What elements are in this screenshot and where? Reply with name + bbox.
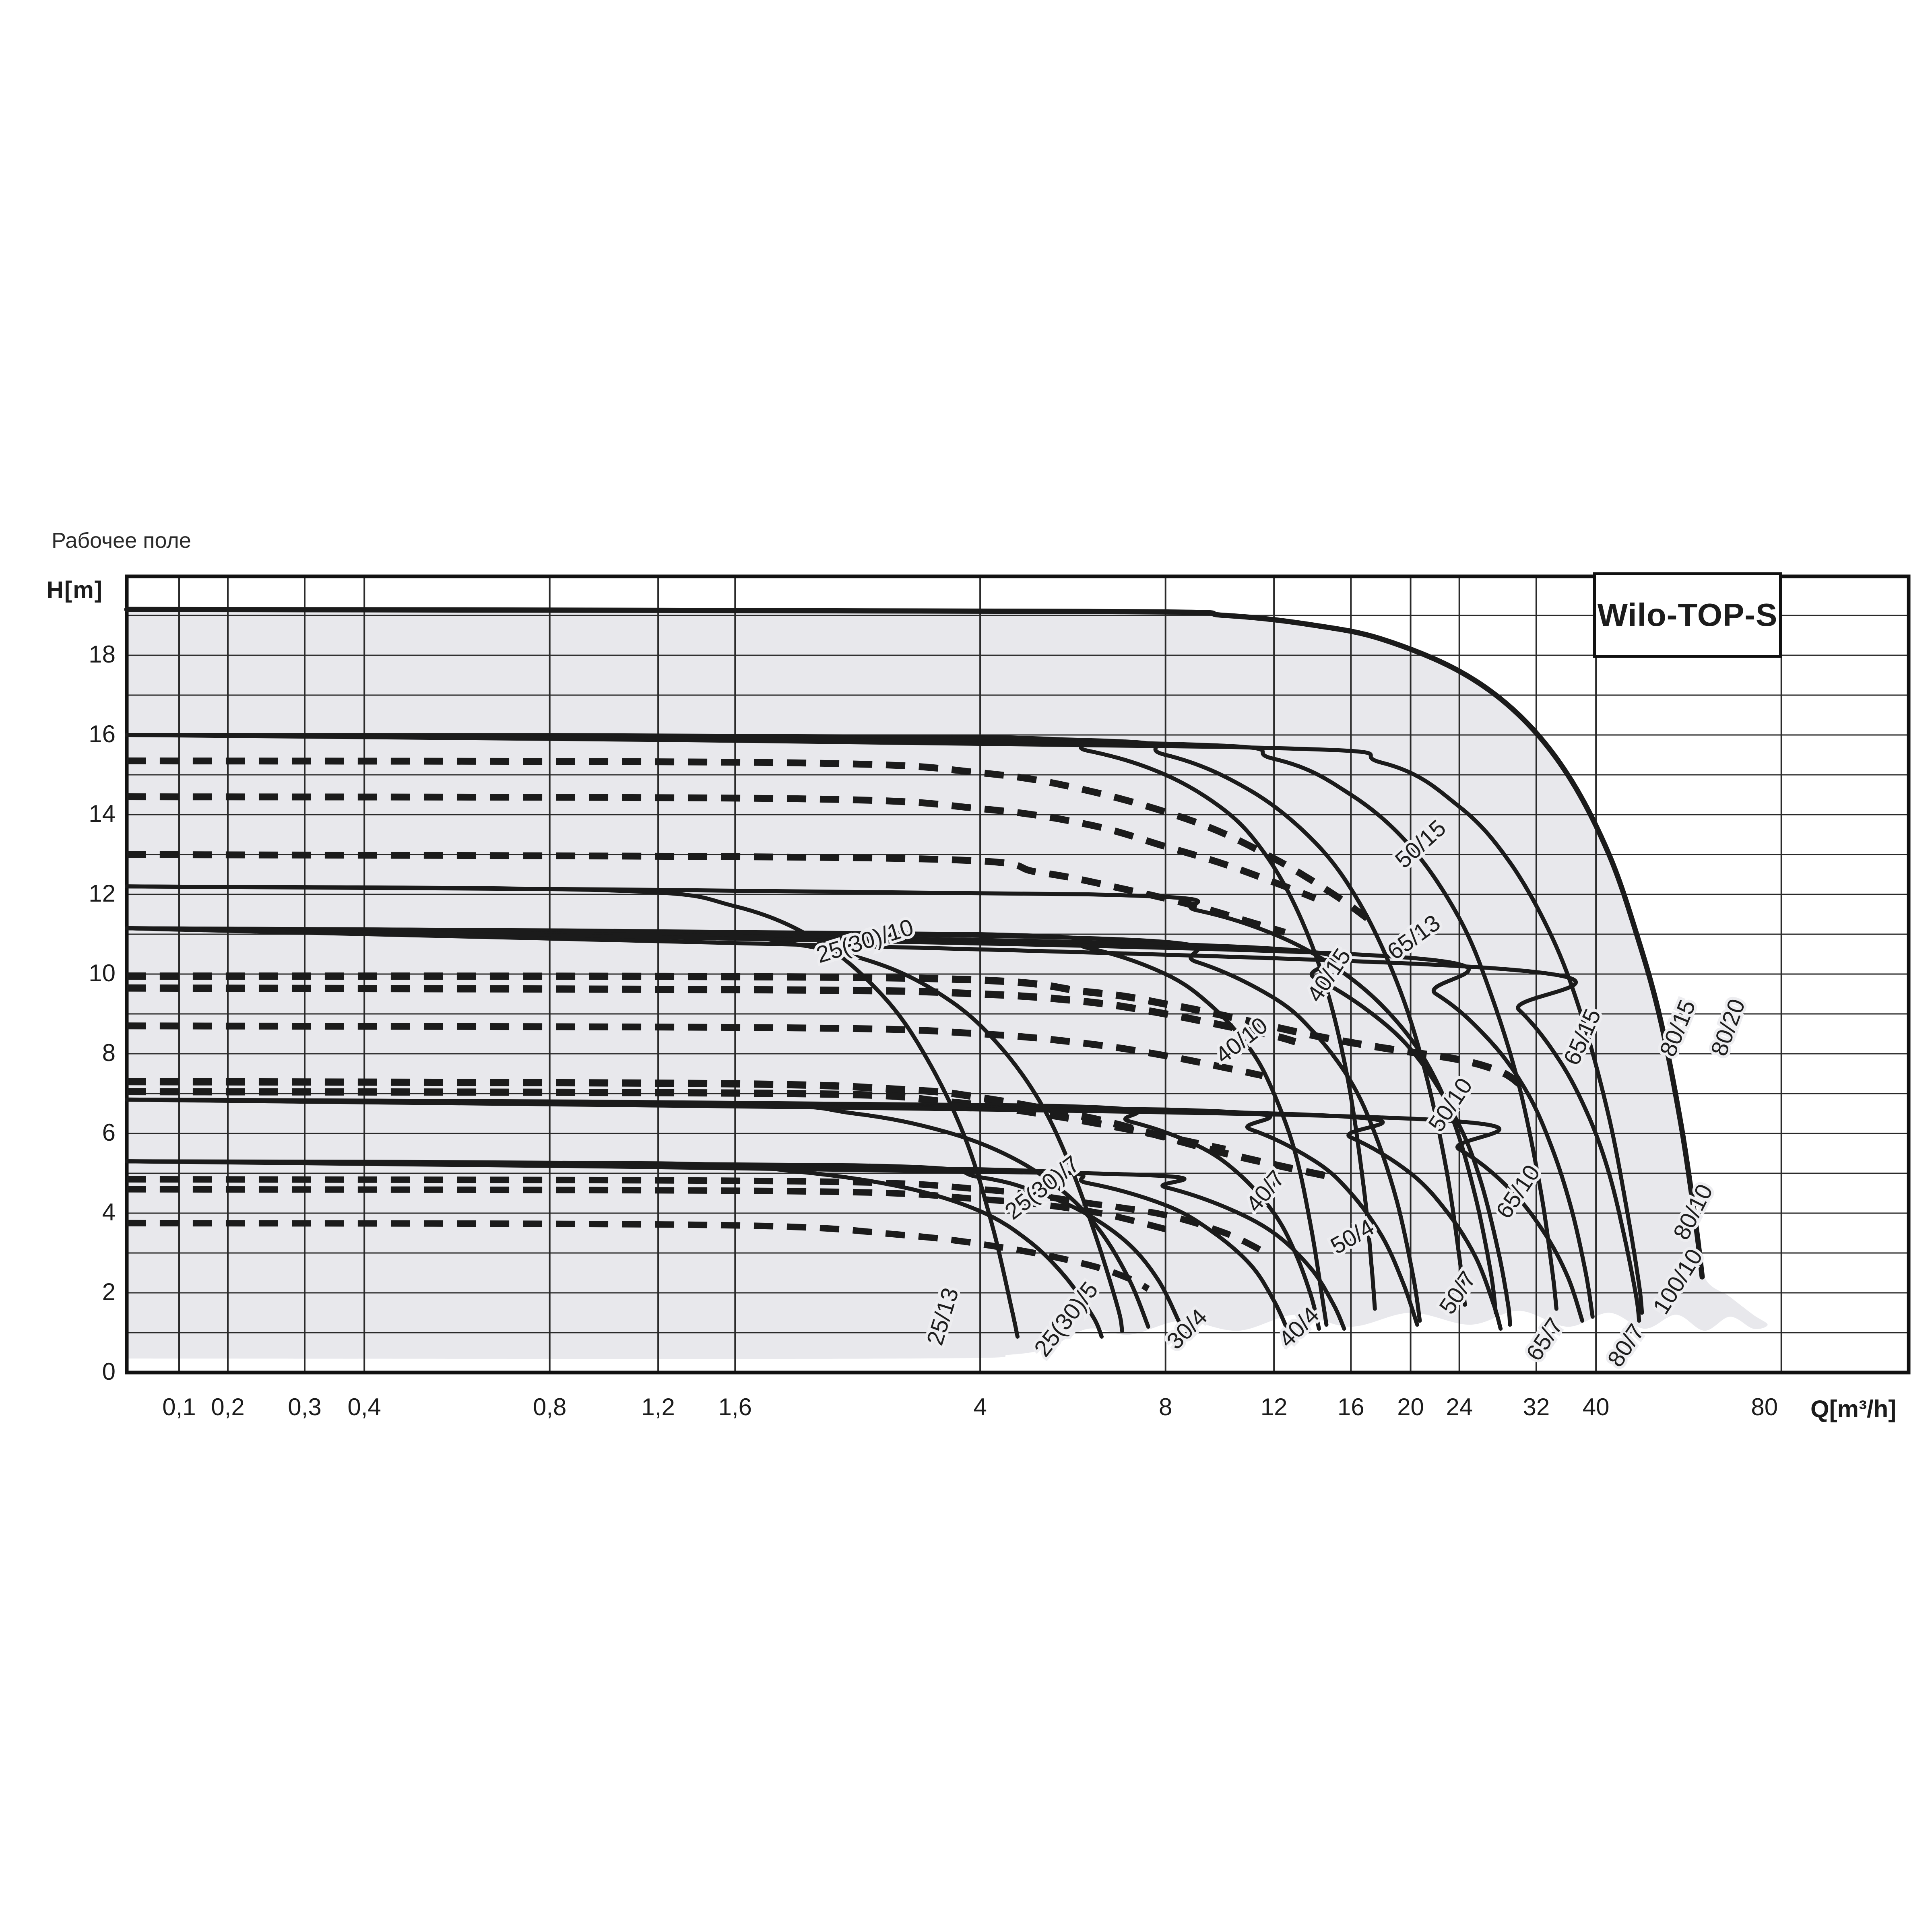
x-tick-1,6: 1,6: [718, 1393, 752, 1420]
y-tick-0: 0: [102, 1358, 116, 1385]
curve-dash-9.65: [126, 984, 1296, 1045]
y-tick-14: 14: [89, 800, 116, 827]
plot-border: [125, 574, 1911, 1375]
curve-dash-7.3: [126, 1078, 1335, 1181]
brand-label: Wilo-TOP-S: [1597, 597, 1778, 633]
x-tick-20: 20: [1397, 1393, 1424, 1420]
curve-80/7: [125, 1097, 1585, 1323]
curve-65/10: [125, 926, 1512, 1327]
y-tick-16: 16: [89, 720, 116, 747]
y-tick-12: 12: [89, 880, 116, 907]
curve-100/10: [125, 926, 1641, 1323]
y-tick-8: 8: [102, 1039, 116, 1066]
curve-50/4: [125, 1159, 1346, 1331]
x-tick-80: 80: [1751, 1393, 1778, 1420]
x-tick-32: 32: [1523, 1393, 1550, 1420]
page-title: Рабочее поле: [52, 528, 191, 553]
x-tick-4: 4: [973, 1393, 987, 1420]
curve-65/15: [125, 733, 1558, 1311]
x-tick-0,1: 0,1: [162, 1393, 196, 1420]
curve-65/13: [125, 884, 1498, 1315]
operating-field-area: [127, 609, 1768, 1359]
y-tick-10: 10: [89, 960, 116, 987]
curve-dash-14.45: [126, 793, 1317, 902]
y-tick-6: 6: [102, 1119, 116, 1146]
curve-label-80/20: 80/20: [1706, 995, 1750, 1059]
curve-dash-9.95: [126, 972, 1521, 1087]
x-tick-24: 24: [1446, 1393, 1473, 1420]
curve-dash-13.0: [126, 851, 1286, 936]
x-axis-unit-label: Q[m³/h]: [1810, 1395, 1897, 1422]
curve-dash-8.7: [126, 1022, 1263, 1079]
curve-dash-15.35: [126, 757, 1369, 921]
y-tick-4: 4: [102, 1199, 116, 1226]
curve-80/15: [125, 733, 1644, 1315]
curve-dash-4.85: [126, 1176, 1264, 1254]
y-tick-18: 18: [89, 641, 116, 668]
x-tick-0,4: 0,4: [347, 1393, 381, 1420]
x-tick-0,3: 0,3: [288, 1393, 321, 1420]
legend-box: Wilo-TOP-S: [1593, 572, 1782, 658]
x-tick-8: 8: [1159, 1393, 1172, 1420]
x-tick-40: 40: [1583, 1393, 1610, 1420]
x-tick-1,2: 1,2: [641, 1393, 675, 1420]
y-tick-2: 2: [102, 1278, 116, 1305]
curve-dash-7.05: [126, 1088, 1226, 1153]
x-tick-0,8: 0,8: [533, 1393, 566, 1420]
curve-50/15: [125, 733, 1467, 1307]
curve-50/10: [125, 926, 1422, 1323]
x-tick-16: 16: [1338, 1393, 1364, 1420]
x-tick-0,2: 0,2: [211, 1393, 244, 1420]
x-tick-12: 12: [1261, 1393, 1288, 1420]
curve-80/10: [125, 926, 1595, 1319]
curve-dash-3.75: [126, 1220, 1150, 1292]
curve-80/20: [124, 607, 1705, 1280]
y-axis-unit-label: H[m]: [47, 577, 103, 603]
